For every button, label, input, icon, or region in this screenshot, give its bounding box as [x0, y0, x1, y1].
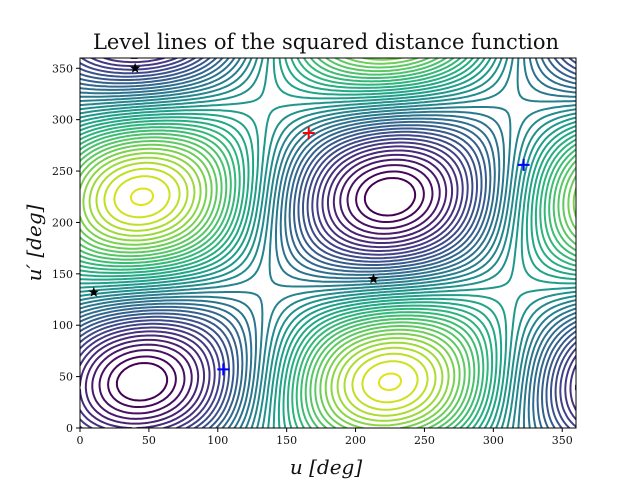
- contour-level-32: [80, 58, 576, 428]
- contour-level-24: [80, 58, 576, 428]
- x-axis-ticks: 0 50 100 150 200 250 300 350: [77, 428, 573, 447]
- contour-level-4: [84, 153, 448, 425]
- contour-level-35: [88, 156, 444, 422]
- contour-level-9: [80, 58, 576, 428]
- contour-level-19: [80, 58, 576, 428]
- contour-level-36: [95, 161, 437, 417]
- contour-level-33: [80, 58, 576, 428]
- y-tick-label: 50: [59, 371, 73, 384]
- y-axis-label: u′ [deg]: [22, 204, 46, 281]
- y-tick-label: 150: [52, 268, 73, 281]
- y-tick-label: 300: [52, 114, 73, 127]
- contour-level-37: [103, 167, 429, 411]
- y-axis-ticks: 0 50 100 150 200 250 300 350: [52, 62, 80, 435]
- contour-level-26: [80, 58, 576, 428]
- contour-level-29: [80, 58, 576, 428]
- x-axis-label: u [deg]: [290, 455, 362, 479]
- marker-saddle-1: [129, 62, 141, 73]
- contour-level-18: [80, 58, 576, 428]
- critical-point-markers: [88, 62, 530, 376]
- x-tick-label: 300: [483, 434, 504, 447]
- contour-level-17: [80, 58, 576, 428]
- contour-level-28: [80, 58, 576, 428]
- marker-max: [302, 127, 315, 140]
- x-tick-label: 150: [276, 434, 297, 447]
- contour-level-7: [80, 58, 576, 428]
- contour-level-8: [80, 58, 576, 428]
- contour-level-0: [115, 177, 417, 402]
- contour-level-31: [80, 58, 576, 428]
- contour-level-27: [80, 58, 576, 428]
- contour-level-2: [98, 164, 434, 415]
- y-tick-label: 200: [52, 216, 73, 229]
- contour-level-34: [82, 152, 450, 427]
- contour-level-23: [80, 58, 576, 428]
- contour-level-3: [91, 158, 441, 420]
- marker-min-1: [217, 363, 230, 376]
- y-tick-label: 100: [52, 319, 73, 332]
- y-tick-label: 0: [66, 422, 73, 435]
- x-tick-label: 350: [552, 434, 573, 447]
- x-tick-label: 50: [142, 434, 156, 447]
- contour-level-6: [80, 58, 576, 428]
- marker-saddle-3: [368, 273, 379, 284]
- contour-level-38: [113, 175, 419, 404]
- contour-level-21: [80, 58, 576, 428]
- contour-level-10: [80, 58, 576, 428]
- contour-level-1: [107, 170, 425, 408]
- contour-level-39: [129, 187, 403, 391]
- contour-level-5: [80, 58, 576, 428]
- plot-frame: [79, 57, 577, 429]
- contour-level-20: [80, 58, 576, 428]
- y-tick-label: 350: [52, 62, 73, 75]
- contour-level-25: [80, 58, 576, 428]
- marker-saddle-2: [88, 286, 99, 297]
- x-tick-label: 250: [414, 434, 435, 447]
- contour-level-22: [80, 58, 576, 428]
- x-tick-label: 100: [207, 434, 228, 447]
- marker-min-2: [517, 158, 530, 171]
- x-tick-label: 0: [77, 434, 84, 447]
- y-tick-label: 250: [52, 165, 73, 178]
- chart-title: Level lines of the squared distance func…: [93, 30, 559, 54]
- contour-level-30: [80, 58, 576, 428]
- x-tick-label: 200: [345, 434, 366, 447]
